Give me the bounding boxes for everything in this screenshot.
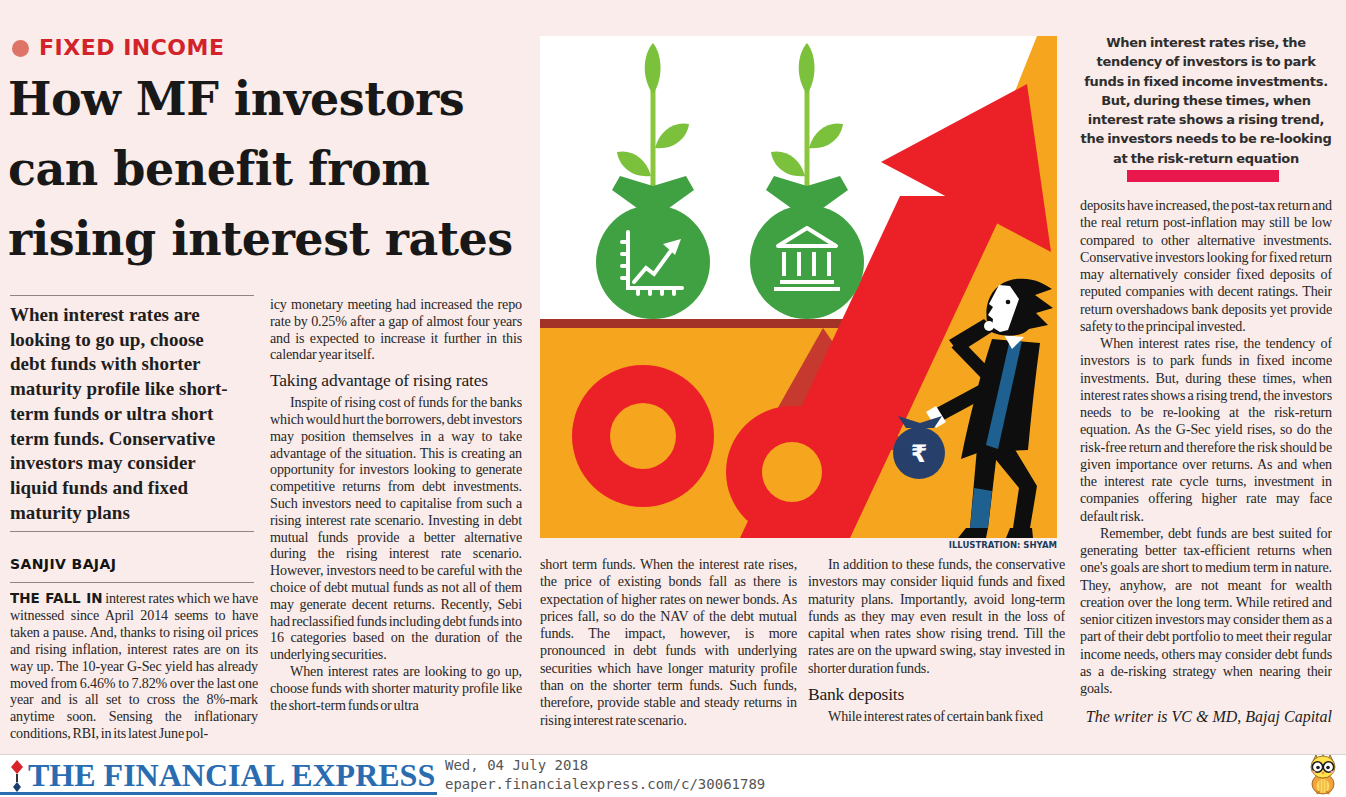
paragraph: deposits have increased, the post-tax re… — [1080, 197, 1332, 335]
pull-quote-underline — [1127, 170, 1279, 182]
article-deck: When interest rates are looking to go up… — [10, 303, 266, 525]
paragraph: Inspite of rising cost of funds for the … — [270, 394, 522, 663]
newspaper-article-page: FIXED INCOME How MF investors can benefi… — [0, 0, 1346, 797]
illustration-credit: ILLUSTRATION: SHYAM — [540, 540, 1057, 550]
column-5: deposits have increased, the post-tax re… — [1080, 197, 1332, 753]
kicker-label: FIXED INCOME — [39, 36, 225, 60]
divider — [10, 582, 254, 583]
owl-mascot-icon — [1306, 753, 1340, 795]
brand-mark-icon — [6, 758, 28, 794]
masthead-logo: THE FINANCIAL EXPRESS — [28, 757, 435, 793]
paragraph: While interest rates of certain bank fix… — [808, 708, 1065, 725]
masthead-underline — [0, 792, 437, 795]
paragraph: icy monetary meeting had increased the r… — [270, 296, 522, 363]
illustration-graphic: ₹ — [540, 36, 1057, 538]
subhead-bank-deposits: Bank deposits — [808, 683, 1065, 705]
paragraph: Remember, debt funds are best suited for… — [1080, 525, 1332, 698]
paragraph: In addition to these funds, the conserva… — [808, 556, 1065, 677]
paragraph: interest rates which we have witnessed s… — [10, 590, 258, 741]
subhead-taking-advantage: Taking advantage of rising rates — [270, 369, 522, 391]
divider — [10, 295, 254, 296]
paragraph: When interest rates are looking to go up… — [270, 663, 522, 713]
column-4: In addition to these funds, the conserva… — [808, 556, 1065, 746]
section-kicker: FIXED INCOME — [12, 36, 225, 60]
divider — [10, 531, 254, 532]
svg-text:₹: ₹ — [911, 440, 928, 468]
author-signoff: The writer is VC & MD, Bajaj Capital — [1080, 707, 1332, 727]
article-headline: How MF investors can benefit from rising… — [8, 64, 556, 274]
article-illustration: ₹ — [540, 36, 1057, 542]
column-3: short term funds. When the interest rate… — [540, 556, 797, 746]
lead-in: THE FALL IN — [10, 590, 102, 606]
footer-date: Wed, 04 July 2018 — [445, 757, 588, 773]
byline: SANJIV BAJAJ — [10, 555, 116, 573]
pull-quote: When interest rates rise, the tendency o… — [1074, 33, 1338, 168]
paragraph: When interest rates rise, the tendency o… — [1080, 335, 1332, 525]
column-2: icy monetary meeting had increased the r… — [270, 296, 522, 747]
column-1: THE FALL IN interest rates which we have… — [10, 590, 258, 748]
kicker-dot-icon — [12, 40, 29, 57]
footer-url: epaper.financialexpress.com/c/30061789 — [445, 776, 765, 792]
paragraph: short term funds. When the interest rate… — [540, 556, 797, 729]
